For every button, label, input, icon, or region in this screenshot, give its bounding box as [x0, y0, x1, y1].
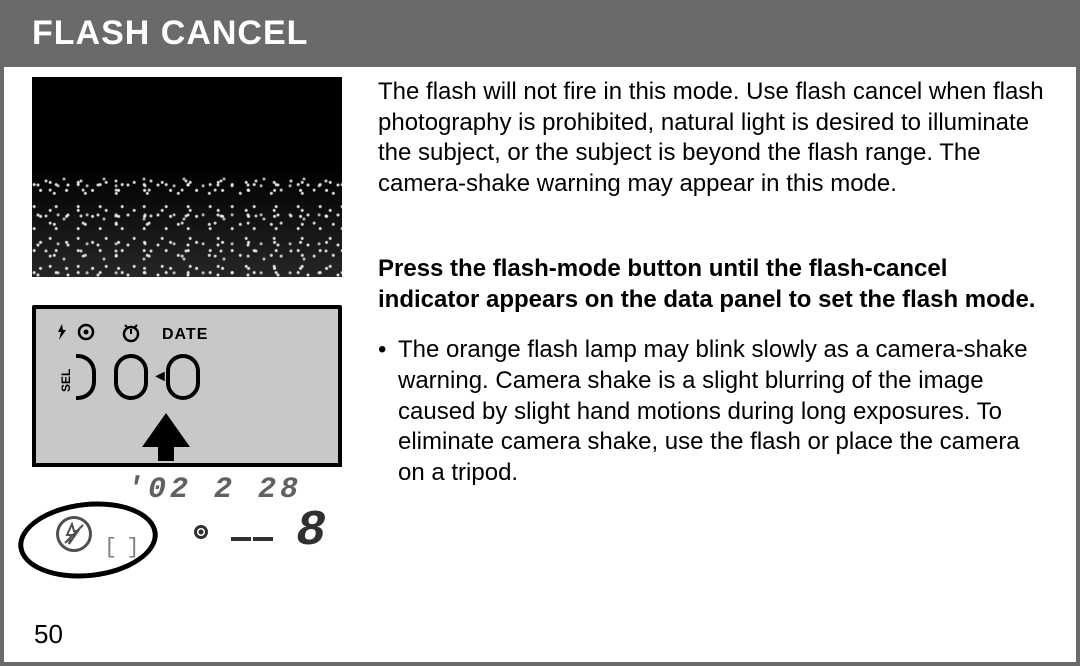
bullet-dot-icon: •: [378, 335, 398, 489]
sel-text: SEL: [59, 369, 73, 392]
camera-panel-illustration: DATE SEL ◄ '02 2 28: [32, 305, 342, 570]
bullet-item: • The orange flash lamp may blink slowly…: [378, 335, 1048, 489]
flash-redeye-icon: [56, 322, 100, 348]
left-column: DATE SEL ◄ '02 2 28: [32, 67, 354, 570]
flash-cancel-icon: [56, 516, 92, 552]
panel-icons-row: DATE: [36, 315, 338, 352]
lcd-underscores: [230, 522, 274, 541]
adj-arrow-icon: ◄: [152, 368, 168, 386]
adj-button: ◄: [166, 354, 200, 400]
date-label: DATE: [162, 326, 208, 344]
pointer-arrow-stem: [158, 443, 174, 461]
lcd-counter: 8: [296, 503, 326, 560]
frame-indicator: [ ]: [104, 535, 138, 560]
page-number: 50: [34, 619, 63, 650]
intro-paragraph: The flash will not fire in this mode. Us…: [378, 77, 1048, 200]
content-row: DATE SEL ◄ '02 2 28: [4, 67, 1076, 570]
sel-button: SEL: [76, 354, 96, 400]
page-border: FLASH CANCEL: [0, 0, 1080, 666]
self-timer-icon: [120, 321, 142, 348]
night-photo: [32, 77, 342, 277]
buttons-row: SEL ◄: [36, 352, 338, 400]
lcd-panel: '02 2 28 [ ] 8: [32, 463, 342, 570]
lcd-target-icon: [194, 525, 208, 539]
flash-mode-button: [114, 354, 148, 400]
pointer-arrow-head: [142, 413, 190, 447]
skyline-lights: [32, 167, 342, 277]
panel-top: DATE SEL ◄: [36, 309, 338, 419]
bullet-text: The orange flash lamp may blink slowly a…: [398, 335, 1048, 489]
page-title: FLASH CANCEL: [4, 4, 1076, 67]
right-column: The flash will not fire in this mode. Us…: [354, 67, 1048, 570]
lcd-date-text: '02 2 28: [42, 473, 332, 507]
instruction-paragraph: Press the flash-mode button until the fl…: [378, 254, 1048, 315]
